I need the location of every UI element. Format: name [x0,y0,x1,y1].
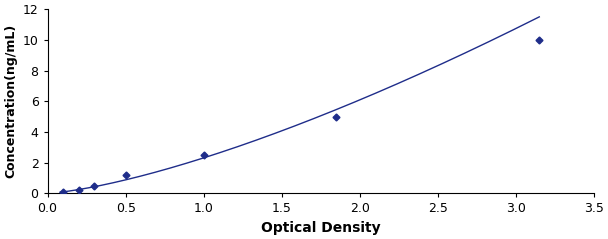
X-axis label: Optical Density: Optical Density [261,221,381,235]
Y-axis label: Concentration(ng/mL): Concentration(ng/mL) [4,24,17,178]
